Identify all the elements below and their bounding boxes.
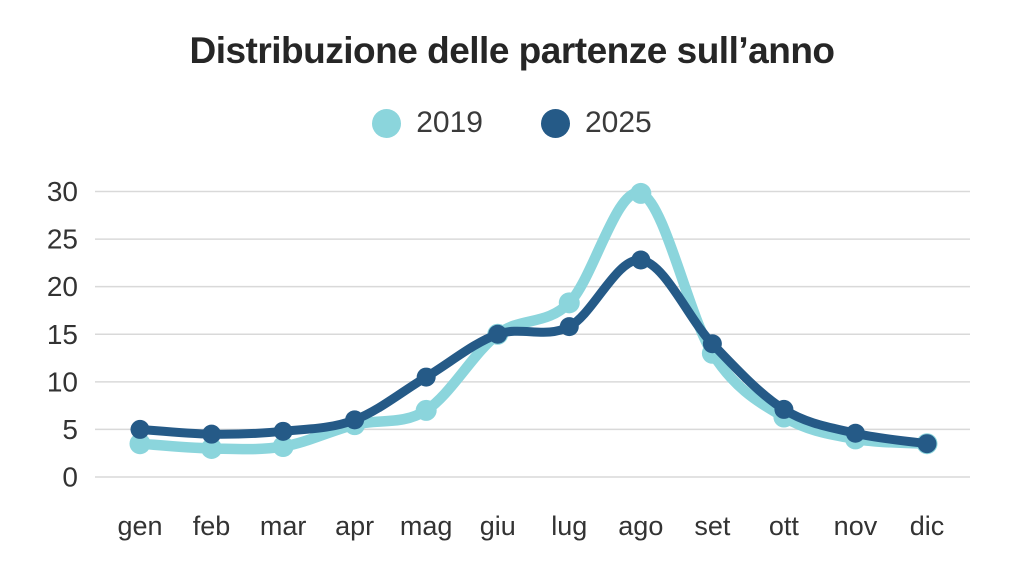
x-tick-label: ago <box>618 511 663 541</box>
data-point-2025 <box>488 324 508 344</box>
x-tick-label: nov <box>834 511 878 541</box>
x-tick-label: dic <box>910 511 945 541</box>
data-point-2025 <box>845 423 865 443</box>
data-point-2019 <box>272 436 294 458</box>
legend: 2019 2025 <box>0 106 1024 140</box>
y-tick-label: 10 <box>47 366 78 397</box>
series-line-2019 <box>134 187 933 455</box>
x-tick-label: gen <box>117 511 162 541</box>
x-tick-label: lug <box>551 511 587 541</box>
data-point-2025 <box>702 334 722 354</box>
data-point-2025 <box>631 250 651 270</box>
data-point-2019 <box>630 182 652 204</box>
legend-item-2025: 2025 <box>541 106 652 140</box>
data-point-2025 <box>345 410 365 430</box>
legend-item-2019: 2019 <box>372 106 483 140</box>
x-tick-label: apr <box>335 511 374 541</box>
data-point-2025 <box>416 367 436 387</box>
data-point-2025 <box>202 424 222 444</box>
data-point-2025 <box>559 317 579 337</box>
data-point-2025 <box>774 399 794 419</box>
y-tick-label: 30 <box>47 176 78 207</box>
data-point-2025 <box>130 419 150 439</box>
legend-label-2025: 2025 <box>585 106 652 139</box>
data-point-2019 <box>415 399 437 421</box>
data-point-2019 <box>558 292 580 314</box>
legend-swatch-2025-icon <box>541 108 570 138</box>
data-point-2025 <box>917 434 937 454</box>
x-tick-label: mar <box>260 511 307 541</box>
y-tick-label: 15 <box>47 319 78 350</box>
data-point-2019 <box>129 433 151 455</box>
x-tick-label: mag <box>400 511 453 541</box>
chart-title: Distribuzione delle partenze sull’anno <box>189 30 835 71</box>
legend-swatch-2019-icon <box>372 108 402 138</box>
x-tick-label: ott <box>769 511 800 541</box>
series-line-2025 <box>135 255 932 449</box>
y-tick-label: 0 <box>62 462 78 493</box>
x-tick-label: set <box>694 511 731 541</box>
x-tick-label: feb <box>193 511 231 541</box>
y-tick-label: 20 <box>47 271 78 302</box>
data-point-2019 <box>201 437 223 459</box>
y-tick-label: 5 <box>62 414 78 445</box>
x-tick-label: giu <box>480 511 516 541</box>
y-tick-label: 25 <box>47 224 78 255</box>
legend-label-2019: 2019 <box>416 106 483 139</box>
data-point-2025 <box>273 421 293 441</box>
